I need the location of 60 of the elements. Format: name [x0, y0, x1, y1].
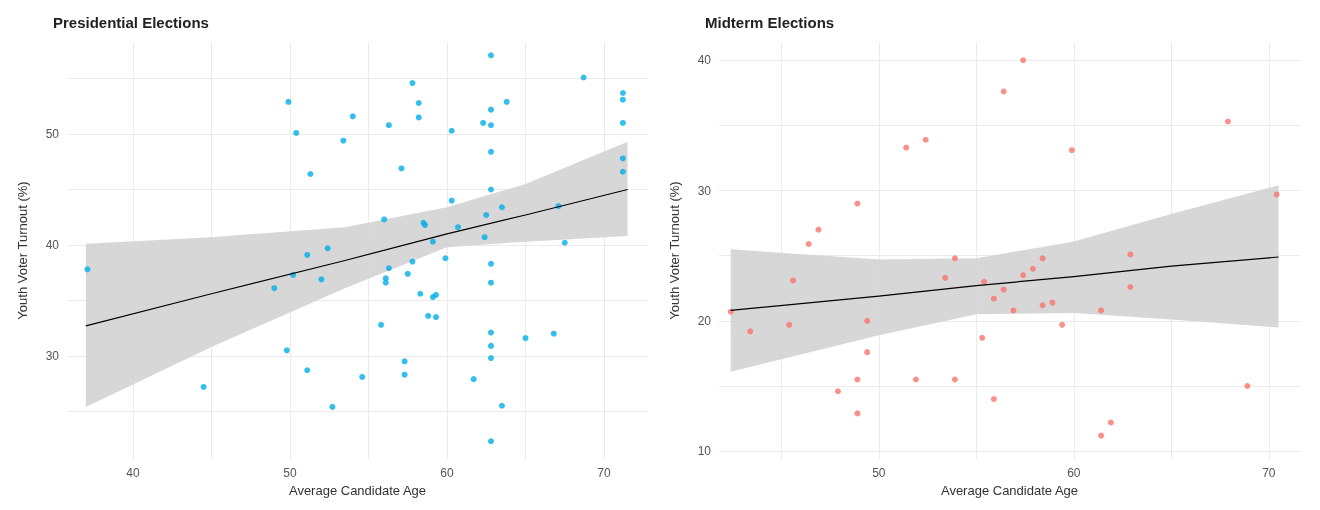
- y-tick-label: 10: [697, 444, 712, 459]
- point: [1000, 286, 1007, 293]
- point: [1020, 57, 1027, 64]
- y-tick-label: 20: [697, 313, 712, 328]
- point: [854, 200, 861, 207]
- x-tick-label: 70: [1262, 466, 1276, 480]
- point: [805, 240, 812, 247]
- point: [1127, 283, 1134, 290]
- point: [1039, 255, 1046, 262]
- point: [864, 317, 871, 324]
- point: [1273, 191, 1280, 198]
- point: [790, 277, 797, 284]
- x-axis-title: Average Candidate Age: [940, 483, 1079, 498]
- line-series: [85, 188, 629, 327]
- point: [1049, 299, 1056, 306]
- point: [834, 388, 841, 395]
- point: [854, 376, 861, 383]
- y-tick-label: 40: [697, 53, 712, 68]
- point: [747, 328, 754, 335]
- point: [922, 136, 929, 143]
- point: [1107, 419, 1114, 426]
- point: [979, 334, 986, 341]
- y-axis-title: Youth Voter Turnout (%): [667, 181, 682, 320]
- point: [864, 349, 871, 356]
- point: [1127, 251, 1134, 258]
- point: [990, 295, 997, 302]
- x-axis-title: Average Candidate Age: [288, 483, 427, 498]
- point: [786, 321, 793, 328]
- point: [1029, 265, 1036, 272]
- x-tick-label: 50: [283, 466, 297, 480]
- x-tick-label: 60: [1067, 466, 1081, 480]
- point: [815, 226, 822, 233]
- point: [903, 144, 910, 151]
- point: [854, 410, 861, 417]
- point: [1010, 307, 1017, 314]
- point: [981, 278, 988, 285]
- x-tick-label: 60: [440, 466, 454, 480]
- y-tick-label: 40: [45, 237, 60, 252]
- chart-title: Presidential Elections: [53, 14, 209, 31]
- point: [1224, 118, 1231, 125]
- point: [951, 255, 958, 262]
- chart-title: Midterm Elections: [705, 14, 835, 31]
- point: [1039, 302, 1046, 309]
- point: [990, 396, 997, 403]
- y-axis-title: Youth Voter Turnout (%): [15, 181, 30, 320]
- y-tick-label: 30: [697, 183, 712, 198]
- x-tick-label: 50: [872, 466, 886, 480]
- point: [1068, 147, 1075, 154]
- point: [1059, 321, 1066, 328]
- x-tick-label: 70: [597, 466, 612, 480]
- point: [1098, 307, 1105, 314]
- point: [1020, 272, 1027, 279]
- point: [1098, 432, 1105, 439]
- y-tick-label: 50: [45, 127, 60, 142]
- point: [942, 274, 949, 281]
- point: [1244, 383, 1251, 390]
- x-tick-label: 40: [126, 466, 140, 480]
- y-tick-label: 30: [45, 348, 60, 363]
- point: [951, 376, 958, 383]
- point: [912, 376, 919, 383]
